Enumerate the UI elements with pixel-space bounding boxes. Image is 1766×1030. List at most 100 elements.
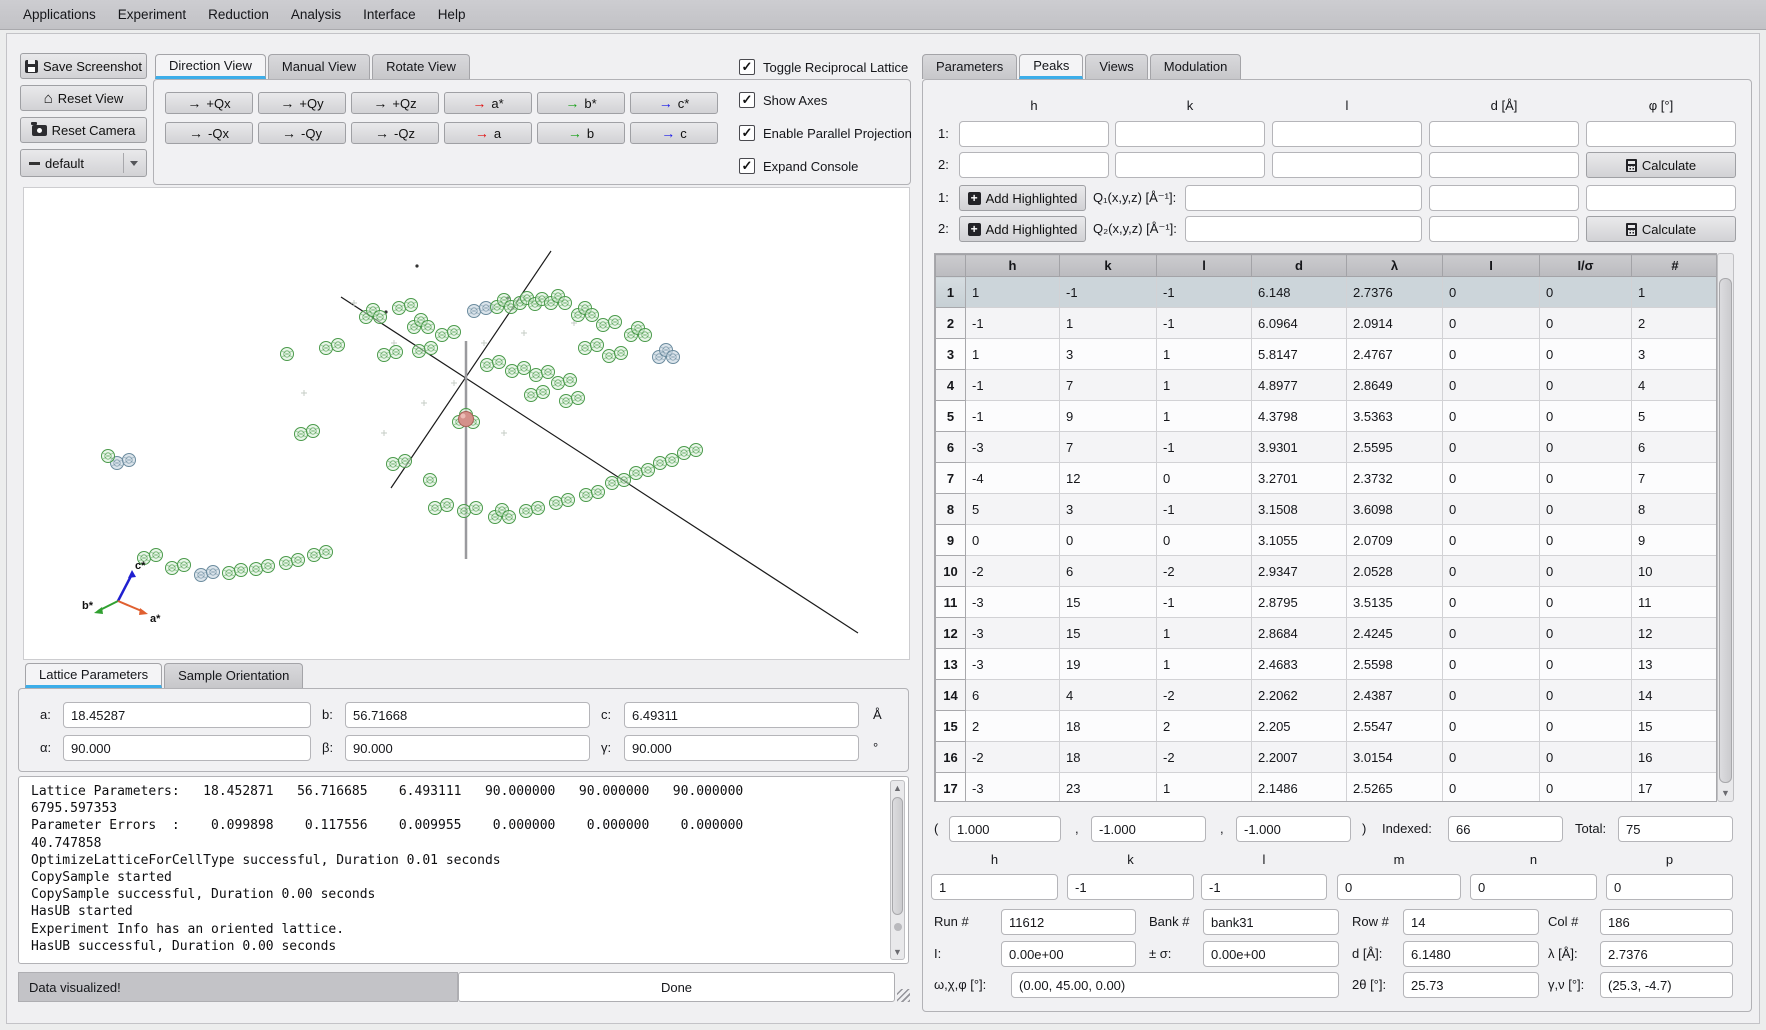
row-number-cell[interactable]: 14 <box>935 679 966 711</box>
menu-item-interface[interactable]: Interface <box>363 6 416 22</box>
detail-input-d[interactable] <box>1403 941 1539 967</box>
direction-button-b[interactable]: → b* <box>537 92 625 114</box>
row-number-cell[interactable]: 3 <box>935 338 966 370</box>
console-scrollbar[interactable]: ▲ ▼ <box>890 780 905 960</box>
table-row[interactable]: 4 -1 7 1 4.8977 2.8649 0 0 4 <box>935 369 1716 401</box>
q2-xyz-input[interactable] <box>1185 216 1422 242</box>
calculate-angle-button[interactable]: Calculate <box>1586 152 1736 178</box>
row-number-cell[interactable]: 2 <box>935 307 966 339</box>
row-number-cell[interactable]: 7 <box>935 462 966 494</box>
table-row[interactable]: 5 -1 9 1 4.3798 3.5363 0 0 5 <box>935 400 1716 432</box>
tab-lattice-parameters[interactable]: Lattice Parameters <box>25 663 163 688</box>
peaks-table[interactable]: h k l d λ I I/σ #1 1 -1 -1 6.148 2.7376 0 0 1 2 -1 1 -1 6.09… <box>935 254 1716 801</box>
row-number-cell[interactable]: 10 <box>935 555 966 587</box>
table-row[interactable]: 3 1 3 1 5.8147 2.4767 0 0 3 <box>935 338 1716 370</box>
row-number-cell[interactable]: 17 <box>935 772 966 801</box>
hklmnp-input-l[interactable] <box>1201 874 1327 900</box>
row-number-cell[interactable]: 4 <box>935 369 966 401</box>
tab-rotate-view[interactable]: Rotate View <box>372 54 470 79</box>
menu-item-experiment[interactable]: Experiment <box>117 6 187 22</box>
scroll-up-icon[interactable]: ▲ <box>893 783 902 793</box>
checkbox-checked-icon[interactable]: ✓ <box>739 158 755 174</box>
table-row[interactable]: 2 -1 1 -1 6.0964 2.0914 0 0 2 <box>935 307 1716 339</box>
option-toggle-reciprocal-lattice[interactable]: ✓ Toggle Reciprocal Lattice <box>739 59 908 75</box>
direction-button-qy[interactable]: → -Qy <box>258 122 346 144</box>
lattice-input-c[interactable] <box>624 702 859 728</box>
table-row[interactable]: 1 1 -1 -1 6.148 2.7376 0 0 1 <box>935 276 1716 308</box>
q1-phi-input[interactable] <box>1586 185 1736 211</box>
row-number-cell[interactable]: 15 <box>935 710 966 742</box>
menu-item-applications[interactable]: Applications <box>23 6 96 22</box>
detail-input-col[interactable] <box>1600 909 1733 935</box>
table-row[interactable]: 10 -2 6 -2 2.9347 2.0528 0 0 10 <box>935 555 1716 587</box>
detail-input-[interactable] <box>1600 972 1733 998</box>
hklmnp-input-p[interactable] <box>1606 874 1733 900</box>
table-row[interactable]: 7 -4 12 0 3.2701 2.3732 0 0 7 <box>935 462 1716 494</box>
column-header-[interactable]: λ <box>1346 254 1443 277</box>
tab-peaks[interactable]: Peaks <box>1019 54 1084 79</box>
tab-direction-view[interactable]: Direction View <box>155 54 266 79</box>
q1-xyz-input[interactable] <box>1185 185 1422 211</box>
menu-item-analysis[interactable]: Analysis <box>290 6 342 22</box>
tab-views[interactable]: Views <box>1085 54 1148 79</box>
lattice-input-[interactable] <box>345 735 590 761</box>
row-number-cell[interactable]: 12 <box>935 617 966 649</box>
table-row[interactable]: 8 5 3 -1 3.1508 3.6098 0 0 8 <box>935 493 1716 525</box>
hkl1-d-input[interactable] <box>1429 121 1579 147</box>
row-number-cell[interactable]: 11 <box>935 586 966 618</box>
q2-d-input[interactable] <box>1429 216 1579 242</box>
direction-button-a[interactable]: → a* <box>444 92 532 114</box>
hklmnp-input-h[interactable] <box>931 874 1058 900</box>
table-row[interactable]: 16 -2 18 -2 2.2007 3.0154 0 0 16 <box>935 741 1716 773</box>
lattice-input-a[interactable] <box>63 702 311 728</box>
scroll-down-icon[interactable]: ▼ <box>893 947 902 957</box>
row-number-cell[interactable]: 5 <box>935 400 966 432</box>
detail-input-[interactable] <box>1011 972 1339 998</box>
preset-combobox[interactable]: default <box>20 149 147 177</box>
checkbox-checked-icon[interactable]: ✓ <box>739 92 755 108</box>
hklmnp-input-n[interactable] <box>1470 874 1597 900</box>
row-number-cell[interactable]: 1 <box>935 276 966 308</box>
index-k-input[interactable] <box>1091 816 1206 842</box>
hklmnp-input-m[interactable] <box>1337 874 1461 900</box>
scroll-down-icon[interactable]: ▼ <box>1721 788 1730 798</box>
resize-grip[interactable] <box>897 989 910 1002</box>
reset-view-button[interactable]: ⌂ Reset View <box>20 85 147 111</box>
direction-button-qy[interactable]: → +Qy <box>258 92 346 114</box>
lattice-input-[interactable] <box>63 735 311 761</box>
hkl2-d-input[interactable] <box>1429 152 1579 178</box>
table-row[interactable]: 9 0 0 0 3.1055 2.0709 0 0 9 <box>935 524 1716 556</box>
detail-input-row[interactable] <box>1403 909 1539 935</box>
row-number-cell[interactable]: 9 <box>935 524 966 556</box>
lattice-input-[interactable] <box>624 735 859 761</box>
reset-camera-button[interactable]: Reset Camera <box>20 117 147 143</box>
table-row[interactable]: 17 -3 23 1 2.1486 2.5265 0 0 17 <box>935 772 1716 801</box>
table-row[interactable]: 6 -3 7 -1 3.9301 2.5595 0 0 6 <box>935 431 1716 463</box>
save-screenshot-button[interactable]: Save Screenshot <box>20 53 147 79</box>
checkbox-checked-icon[interactable]: ✓ <box>739 59 755 75</box>
row-number-cell[interactable]: 6 <box>935 431 966 463</box>
detail-input-run[interactable] <box>1001 909 1136 935</box>
column-header-i[interactable]: I <box>1442 254 1540 277</box>
tab-parameters[interactable]: Parameters <box>922 54 1018 79</box>
console-scrollbar-thumb[interactable] <box>892 797 903 915</box>
detail-input-bank[interactable] <box>1203 909 1339 935</box>
column-header-k[interactable]: k <box>1059 254 1157 277</box>
row-number-cell[interactable]: 8 <box>935 493 966 525</box>
option-show-axes[interactable]: ✓ Show Axes <box>739 92 827 108</box>
total-count-input[interactable] <box>1618 816 1733 842</box>
menu-item-help[interactable]: Help <box>437 6 466 22</box>
hklmnp-input-k[interactable] <box>1067 874 1194 900</box>
row-number-cell[interactable]: 13 <box>935 648 966 680</box>
hkl1-l-input[interactable] <box>1272 121 1422 147</box>
direction-button-c[interactable]: → c <box>630 122 718 144</box>
tab-manual-view[interactable]: Manual View <box>267 54 371 79</box>
column-header-h[interactable]: h <box>965 254 1060 277</box>
table-row[interactable]: 11 -3 15 -1 2.8795 3.5135 0 0 11 <box>935 586 1716 618</box>
lattice-input-b[interactable] <box>345 702 590 728</box>
viewport-3d[interactable]: c* b* a* <box>23 187 910 660</box>
detail-input-[interactable] <box>1203 941 1339 967</box>
checkbox-checked-icon[interactable]: ✓ <box>739 125 755 141</box>
tab-modulation[interactable]: Modulation <box>1149 54 1242 79</box>
table-row[interactable]: 14 6 4 -2 2.2062 2.4387 0 0 14 <box>935 679 1716 711</box>
